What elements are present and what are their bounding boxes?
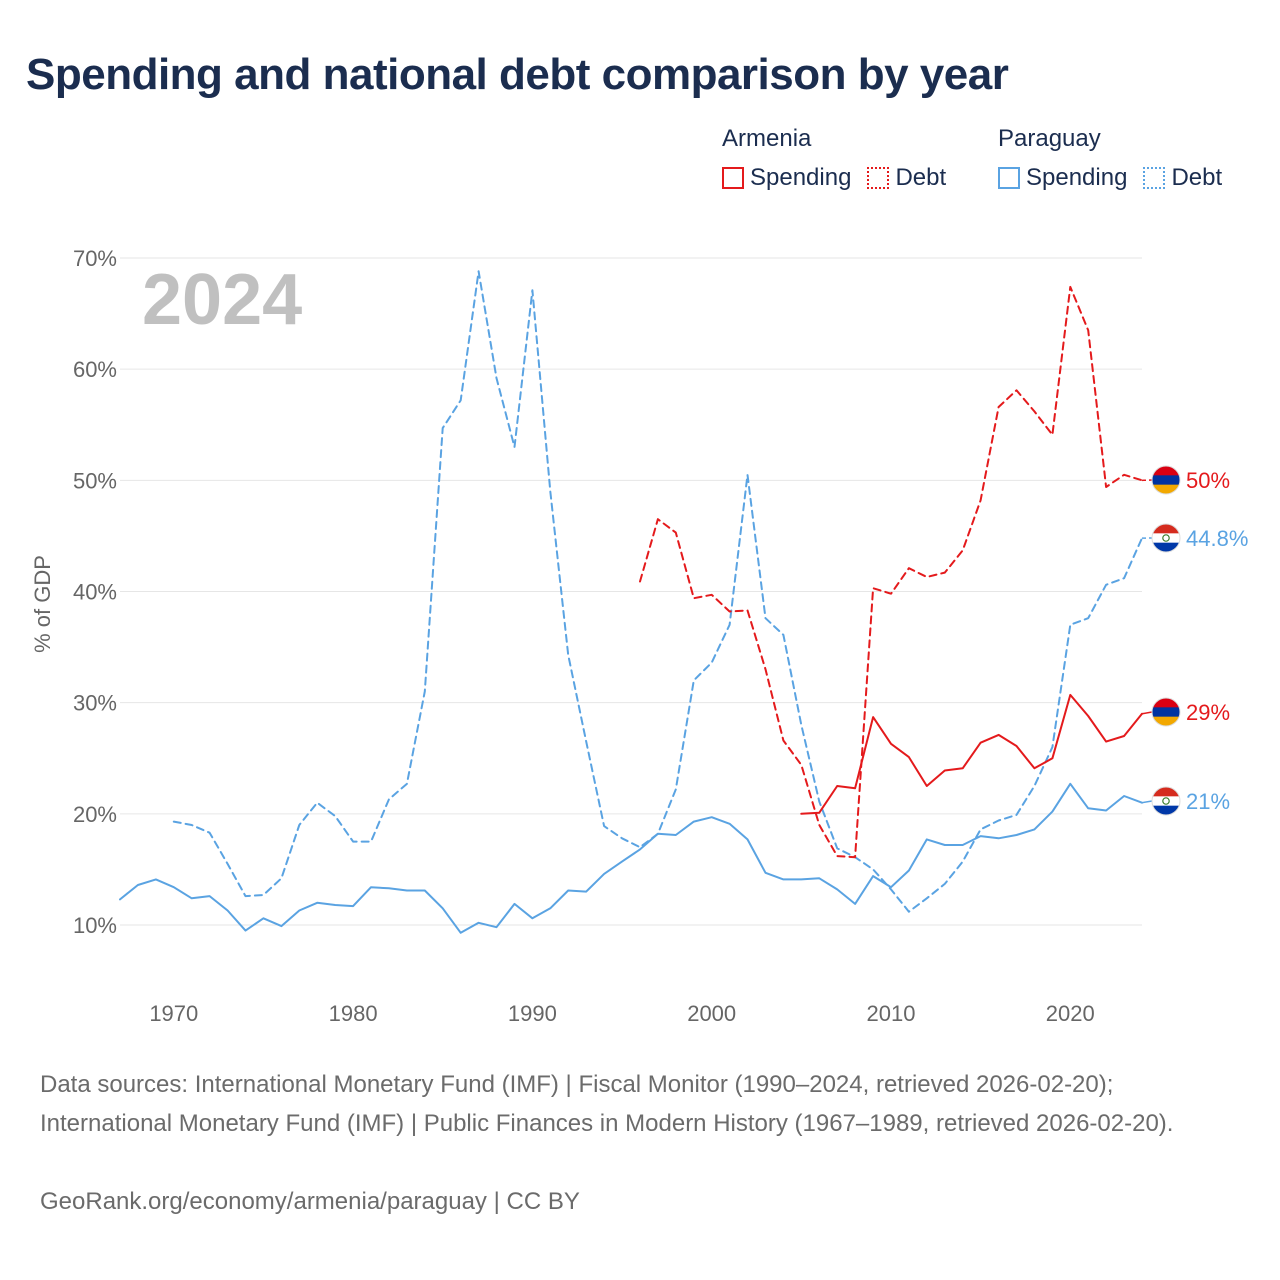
armenia-debt-end-label: 50%: [1186, 468, 1230, 493]
legend-paraguay: Paraguay Spending Debt: [998, 122, 1222, 192]
y-tick-label: 60%: [73, 357, 117, 382]
legend-paraguay-title: Paraguay: [998, 125, 1101, 152]
legend-armenia-spending-label: Spending: [750, 164, 852, 191]
legend-solid-swatch: [998, 167, 1020, 189]
legend-armenia-spending[interactable]: Spending: [722, 164, 851, 192]
y-tick-label: 40%: [73, 580, 117, 605]
x-tick-label: 1980: [329, 1001, 378, 1026]
legend-armenia-title: Armenia: [722, 125, 812, 152]
armenia-debt-line: [639, 285, 1143, 859]
armenia-spending-end-label: 29%: [1186, 700, 1230, 725]
y-tick-label: 30%: [73, 691, 117, 716]
x-tick-label: 2010: [867, 1001, 916, 1026]
credit-line[interactable]: GeoRank.org/economy/armenia/paraguay | C…: [40, 1188, 580, 1215]
armenia-flag-icon: [1151, 697, 1181, 727]
paraguay-flag-icon: [1151, 523, 1181, 553]
paraguay-spending-connector: [1141, 800, 1153, 804]
legend-solid-swatch: [722, 167, 744, 189]
paraguay-spending-line: [119, 782, 1143, 934]
armenia-flag-icon: [1151, 465, 1181, 495]
paraguay-flag-icon: [1151, 786, 1181, 816]
y-tick-label: 10%: [73, 913, 117, 938]
paraguay-debt-end-label: 44.8%: [1186, 526, 1248, 551]
legend-armenia-debt-label: Debt: [895, 164, 947, 191]
paraguay-spending-end-label: 21%: [1186, 789, 1230, 814]
legend-paraguay-debt-label: Debt: [1171, 164, 1223, 191]
y-axis-label: % of GDP: [30, 555, 55, 653]
legend-paraguay-spending-label: Spending: [1026, 164, 1128, 191]
legend-dotted-swatch: [867, 167, 890, 189]
x-tick-label: 2020: [1046, 1001, 1095, 1026]
y-tick-label: 50%: [73, 468, 117, 493]
data-source-note: Data sources: International Monetary Fun…: [40, 1071, 1174, 1137]
armenia-spending-line: [800, 693, 1143, 815]
y-tick-label: 70%: [73, 246, 117, 271]
legend-paraguay-debt[interactable]: Debt: [1143, 164, 1222, 192]
legend-armenia: Armenia Spending Debt: [722, 122, 946, 192]
legend-dotted-swatch: [1143, 167, 1166, 189]
x-tick-label: 2000: [687, 1001, 736, 1026]
armenia-spending-connector: [1141, 711, 1153, 715]
y-tick-label: 20%: [73, 802, 117, 827]
chart-title: Spending and national debt comparison by…: [26, 50, 1009, 99]
legend-armenia-debt[interactable]: Debt: [867, 164, 946, 192]
legend-paraguay-spending[interactable]: Spending: [998, 164, 1127, 192]
year-label: 2024: [142, 260, 302, 340]
x-tick-label: 1990: [508, 1001, 557, 1026]
x-tick-label: 1970: [149, 1001, 198, 1026]
